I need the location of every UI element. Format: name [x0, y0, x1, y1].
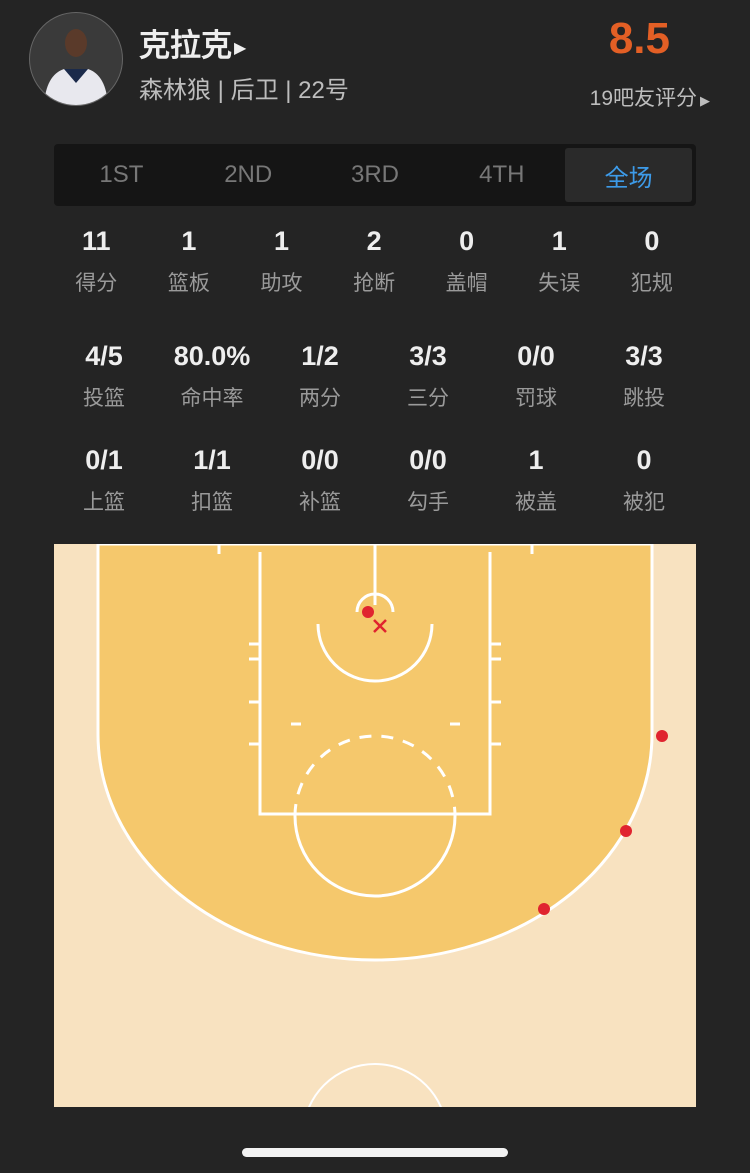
- stat-罚球: 0/0 罚球: [482, 341, 590, 412]
- stat-失误: 1 失误: [513, 226, 606, 297]
- stat-label: 盖帽: [445, 272, 488, 295]
- player-score: 8.5: [608, 14, 670, 63]
- stat-犯规: 0 犯规: [606, 226, 699, 297]
- shot-chart: [54, 544, 696, 1107]
- stat-value: 3/3: [409, 341, 447, 371]
- stat-label: 两分: [299, 387, 341, 410]
- stat-value: 0: [459, 226, 475, 256]
- rating-link[interactable]: 19吧友评分 ▶: [589, 87, 710, 110]
- stat-扣篮: 1/1 扣篮: [158, 445, 266, 516]
- stat-value: 3/3: [625, 341, 663, 371]
- stat-抢断: 2 抢断: [328, 226, 421, 297]
- stat-label: 扣篮: [191, 491, 233, 514]
- stat-label: 三分: [407, 387, 449, 410]
- stat-label: 跳投: [623, 387, 665, 410]
- stat-被犯: 0 被犯: [590, 445, 698, 516]
- stat-value: 1: [551, 226, 567, 256]
- stat-value: 1/1: [193, 445, 231, 475]
- stat-盖帽: 0 盖帽: [420, 226, 513, 297]
- shot-made: [362, 606, 374, 618]
- three-point-line: [96, 544, 654, 962]
- tab-4th[interactable]: 4TH: [479, 161, 525, 188]
- stat-value: 0: [636, 445, 652, 475]
- stats-shooting: 4/5 投篮 80.0% 命中率 1/2 两分 3/3 三分 0/0 罚球 3/3 跳投: [50, 341, 698, 412]
- stats-basic: 11 得分 1 篮板 1 助攻 2 抢断 0 盖帽 1 失误 0 犯规: [50, 226, 698, 297]
- stat-label: 被盖: [515, 491, 557, 514]
- stat-value: 80.0%: [173, 341, 251, 371]
- stat-value: 0: [644, 226, 660, 256]
- stat-三分: 3/3 三分: [374, 341, 482, 412]
- stat-被盖: 1 被盖: [482, 445, 590, 516]
- tab-3rd[interactable]: 3RD: [350, 161, 399, 188]
- stat-label: 失误: [538, 272, 581, 295]
- stat-命中率: 80.0% 命中率: [158, 341, 266, 412]
- stat-value: 2: [366, 226, 382, 256]
- stat-value: 4/5: [85, 341, 123, 371]
- stat-value: 1/2: [301, 341, 339, 371]
- tab-2nd[interactable]: 2ND: [224, 161, 273, 188]
- shot-made: [620, 825, 632, 837]
- stat-两分: 1/2 两分: [266, 341, 374, 412]
- shot-made: [538, 903, 550, 915]
- stat-label: 助攻: [260, 272, 303, 295]
- stat-label: 篮板: [167, 272, 210, 295]
- tab-全场[interactable]: 全场: [565, 148, 692, 202]
- stat-value: 11: [82, 226, 111, 256]
- stat-value: 1: [528, 445, 544, 475]
- stat-得分: 11 得分: [50, 226, 143, 297]
- arrow-right-icon: ▶: [700, 93, 710, 108]
- player-avatar[interactable]: [29, 12, 123, 106]
- stat-value: 1: [273, 226, 289, 256]
- stat-value: 0/0: [409, 445, 447, 475]
- player-name[interactable]: 克拉克 ▶: [139, 28, 247, 63]
- shot-missed: [373, 619, 387, 633]
- stat-助攻: 1 助攻: [235, 226, 328, 297]
- stat-label: 抢断: [353, 272, 396, 295]
- stat-上篮: 0/1 上篮: [50, 445, 158, 516]
- period-tabs: 1ST 2ND 3RD 4TH 全场: [54, 144, 696, 206]
- shot-made: [656, 730, 668, 742]
- player-team-info: 森林狼 | 后卫 | 22号: [139, 77, 349, 104]
- tab-1st[interactable]: 1ST: [99, 161, 144, 188]
- player-photo-icon: [44, 29, 108, 105]
- stat-label: 得分: [75, 272, 118, 295]
- stat-label: 补篮: [299, 491, 341, 514]
- stat-value: 1: [181, 226, 197, 256]
- stat-label: 投篮: [83, 387, 125, 410]
- stats-detail: 0/1 上篮 1/1 扣篮 0/0 补篮 0/0 勾手 1 被盖 0 被犯: [50, 445, 698, 516]
- stat-label: 上篮: [83, 491, 125, 514]
- stat-label: 命中率: [180, 387, 244, 410]
- stat-value: 0/0: [517, 341, 555, 371]
- stat-value: 0/1: [85, 445, 123, 475]
- stat-补篮: 0/0 补篮: [266, 445, 374, 516]
- stat-跳投: 3/3 跳投: [590, 341, 698, 412]
- stat-label: 勾手: [407, 491, 449, 514]
- stat-label: 犯规: [630, 272, 673, 295]
- stat-label: 罚球: [515, 387, 557, 410]
- arrow-right-icon: ▶: [234, 39, 247, 57]
- stat-value: 0/0: [301, 445, 339, 475]
- home-indicator: [242, 1148, 508, 1157]
- stat-投篮: 4/5 投篮: [50, 341, 158, 412]
- stat-篮板: 1 篮板: [143, 226, 236, 297]
- stat-勾手: 0/0 勾手: [374, 445, 482, 516]
- stat-label: 被犯: [623, 491, 665, 514]
- court-lines: [217, 544, 534, 1107]
